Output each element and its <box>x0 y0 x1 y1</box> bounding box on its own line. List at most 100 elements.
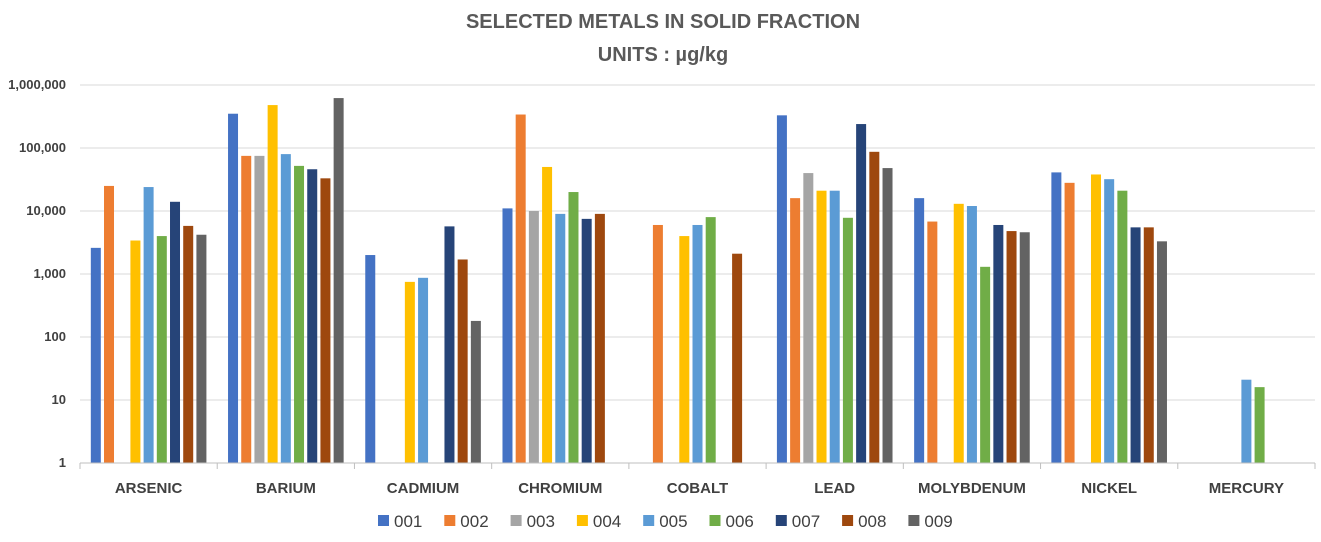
bar-nickel-006 <box>1117 190 1128 463</box>
chart-subtitle-text: UNITS : µg/kg <box>598 44 728 66</box>
bar-barium-002 <box>241 155 252 463</box>
bar-arsenic-008 <box>183 225 194 463</box>
bar-lead-003 <box>803 173 814 463</box>
bars <box>90 98 1265 464</box>
x-category-label: CHROMIUM <box>518 480 602 497</box>
legend-swatch-009 <box>908 515 920 526</box>
bar-nickel-008 <box>1143 227 1154 463</box>
legend-swatch-007 <box>775 515 787 526</box>
bar-barium-008 <box>320 178 331 463</box>
bar-arsenic-009 <box>196 234 207 463</box>
legend-label-001: 001 <box>394 512 422 531</box>
legend-swatch-002 <box>444 515 456 526</box>
bar-arsenic-002 <box>104 185 115 463</box>
bar-barium-003 <box>254 155 265 463</box>
legend-label-004: 004 <box>593 512 621 531</box>
y-axis-ticks: 1 10 100 1,000 10,000 100,000 1,000,000 <box>8 77 66 470</box>
bar-chromium-007 <box>581 218 592 463</box>
bar-arsenic-007 <box>170 201 181 464</box>
legend-swatch-006 <box>709 515 721 526</box>
bar-lead-007 <box>856 124 867 464</box>
bar-molybdenum-008 <box>1006 231 1017 463</box>
bar-molybdenum-002 <box>927 221 938 463</box>
x-axis: ARSENIC BARIUM CADMIUM CHROMIUM COBALT LEAD MO… <box>79 462 1316 497</box>
bar-molybdenum-009 <box>1019 232 1030 463</box>
bar-cadmium-005 <box>418 277 429 463</box>
x-category-label: COBALT <box>667 480 728 497</box>
y-tick-label: 100,000 <box>19 140 66 155</box>
bar-arsenic-005 <box>143 187 154 464</box>
bar-chromium-005 <box>555 213 566 463</box>
legend-swatch-008 <box>842 515 854 526</box>
bar-molybdenum-006 <box>980 266 991 463</box>
bar-molybdenum-007 <box>993 224 1004 463</box>
y-tick-label: 10 <box>52 392 66 407</box>
bar-cadmium-004 <box>404 281 415 463</box>
bar-cobalt-005 <box>692 224 703 463</box>
bar-lead-002 <box>790 198 801 463</box>
x-category-label: CADMIUM <box>387 480 460 497</box>
chart-title: SELECTED METALS IN SOLID FRACTION UNITS … <box>466 11 860 66</box>
bar-cadmium-007 <box>444 226 455 463</box>
legend-swatch-003 <box>510 515 522 526</box>
bar-cadmium-001 <box>365 255 376 463</box>
bar-barium-001 <box>228 113 239 463</box>
y-tick-label: 100 <box>44 329 66 344</box>
bar-lead-009 <box>882 168 893 463</box>
x-category-label: MOLYBDENUM <box>918 480 1026 497</box>
bar-chromium-004 <box>542 166 553 463</box>
bar-cobalt-006 <box>705 217 716 463</box>
bar-nickel-005 <box>1104 179 1115 463</box>
bar-lead-008 <box>869 151 880 463</box>
bar-barium-004 <box>267 105 278 463</box>
bar-mercury-005 <box>1241 379 1252 463</box>
x-category-label: MERCURY <box>1209 480 1284 497</box>
bar-lead-001 <box>776 115 787 463</box>
legend-swatch-004 <box>576 515 588 526</box>
bar-nickel-007 <box>1130 227 1141 463</box>
bar-nickel-001 <box>1051 172 1062 463</box>
bar-chromium-003 <box>528 211 539 463</box>
y-tick-label: 1 <box>59 455 66 470</box>
chart-title-text: SELECTED METALS IN SOLID FRACTION <box>466 11 860 33</box>
bar-nickel-004 <box>1090 174 1101 463</box>
legend-label-005: 005 <box>659 512 687 531</box>
legend-label-009: 009 <box>924 512 952 531</box>
bar-nickel-009 <box>1156 241 1167 463</box>
bar-cadmium-009 <box>470 320 481 463</box>
legend-label-002: 002 <box>460 512 488 531</box>
bar-cobalt-004 <box>679 236 690 463</box>
y-tick-label: 1,000,000 <box>8 77 66 92</box>
bar-mercury-006 <box>1254 387 1265 463</box>
x-category-label: ARSENIC <box>115 480 183 497</box>
x-category-label: NICKEL <box>1081 480 1137 497</box>
y-tick-label: 10,000 <box>26 203 66 218</box>
bar-lead-004 <box>816 190 827 463</box>
x-category-label: LEAD <box>814 480 855 497</box>
bar-arsenic-004 <box>130 240 141 463</box>
y-tick-label: 1,000 <box>33 266 66 281</box>
x-category-label: BARIUM <box>256 480 316 497</box>
bar-chromium-008 <box>594 213 605 463</box>
legend-label-008: 008 <box>858 512 886 531</box>
bar-molybdenum-005 <box>966 206 977 463</box>
bar-arsenic-006 <box>156 236 167 463</box>
bar-chromium-002 <box>515 114 526 464</box>
bar-chromium-001 <box>502 208 513 463</box>
bar-chromium-006 <box>568 192 579 464</box>
bar-molybdenum-004 <box>953 203 964 463</box>
bar-barium-007 <box>307 169 318 463</box>
bar-barium-006 <box>294 165 305 463</box>
bar-cobalt-002 <box>652 224 663 463</box>
legend-label-007: 007 <box>792 512 820 531</box>
legend-label-003: 003 <box>527 512 555 531</box>
legend-label-006: 006 <box>726 512 754 531</box>
bar-cobalt-008 <box>732 253 743 463</box>
bar-barium-009 <box>333 98 344 463</box>
bar-lead-006 <box>842 217 853 463</box>
bar-lead-005 <box>829 190 840 463</box>
bar-nickel-002 <box>1064 182 1075 463</box>
legend-swatch-001 <box>378 515 389 526</box>
bar-cadmium-008 <box>457 259 468 463</box>
